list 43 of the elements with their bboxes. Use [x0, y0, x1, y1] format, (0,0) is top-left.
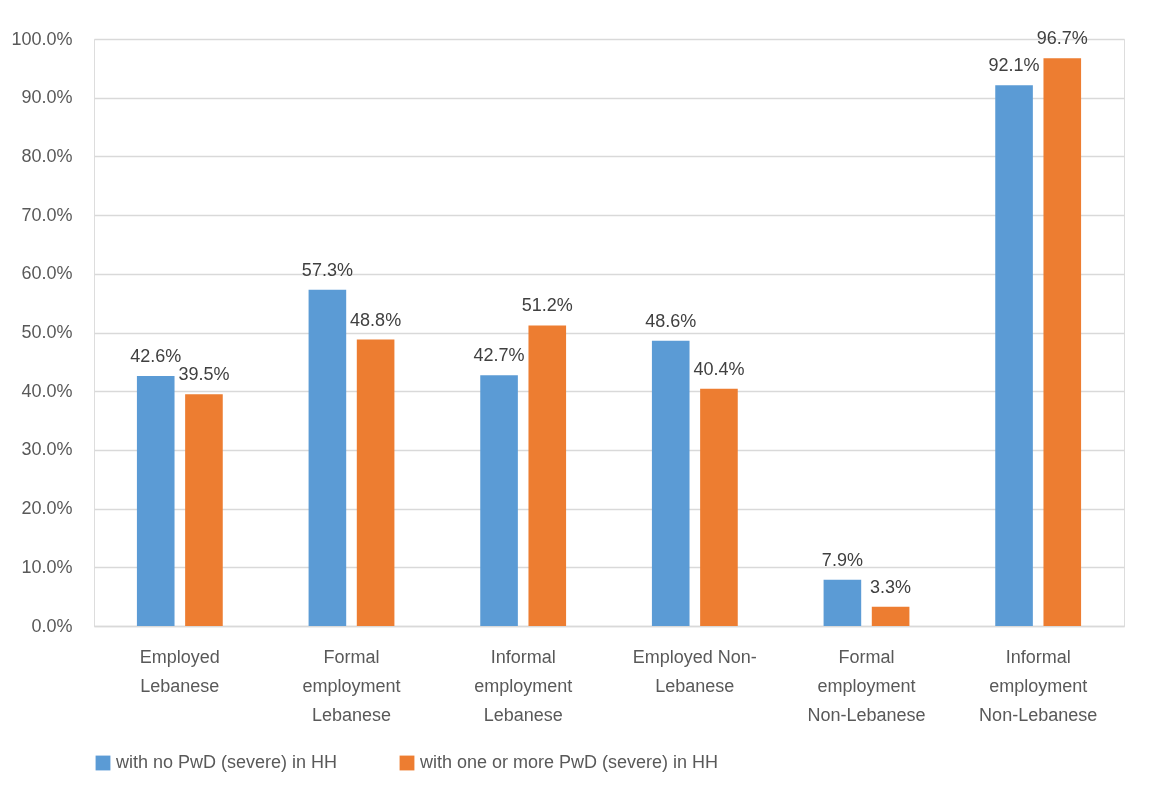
y-tick-label: 10.0% [21, 556, 73, 577]
y-tick-label: 20.0% [21, 498, 73, 519]
data-label: 42.7% [473, 345, 525, 366]
x-tick-label: Formal employment Non-Lebanese [807, 646, 926, 725]
bar [528, 325, 567, 626]
x-tick-label: Employed Lebanese [139, 646, 220, 696]
y-tick-label: 60.0% [21, 263, 73, 284]
y-tick-label: 0.0% [31, 615, 73, 636]
data-label: 3.3% [870, 576, 912, 597]
data-label: 57.3% [301, 259, 353, 280]
legend-label: with one or more PwD (severe) in HH [419, 752, 719, 772]
bar [700, 388, 738, 626]
bar [185, 394, 223, 626]
legend-label: with no PwD (severe) in HH [115, 752, 338, 772]
x-tick-label: Informal employment Non-Lebanese [979, 646, 1098, 725]
y-tick-label: 30.0% [21, 439, 73, 460]
data-label: 42.6% [130, 345, 182, 366]
y-tick-label: 80.0% [21, 145, 73, 166]
bar [1043, 58, 1082, 626]
data-label: 51.2% [521, 295, 573, 316]
x-tick-label: Employed Non-Lebanese [632, 646, 757, 696]
bar [480, 375, 518, 626]
data-label: 39.5% [178, 364, 230, 385]
y-tick-label: 50.0% [21, 322, 73, 342]
bar [823, 579, 862, 626]
data-label: 48.8% [350, 309, 402, 330]
x-tick-label: Formal employment Lebanese [302, 646, 401, 725]
bar [136, 375, 175, 626]
bar [651, 340, 690, 626]
data-label: 48.6% [645, 310, 697, 331]
bar [871, 606, 910, 626]
data-label: 92.1% [988, 55, 1040, 76]
bar [308, 289, 347, 626]
bar [356, 339, 395, 626]
bar [995, 85, 1033, 626]
y-tick-label: 70.0% [21, 204, 73, 225]
y-tick-label: 90.0% [21, 87, 73, 108]
data-label: 7.9% [821, 549, 863, 570]
data-label: 40.4% [693, 358, 745, 379]
y-tick-label: 100.0% [11, 28, 73, 49]
data-label: 96.7% [1036, 28, 1088, 49]
y-tick-label: 40.0% [21, 380, 73, 401]
x-tick-label: Informal employment Lebanese [474, 646, 573, 725]
